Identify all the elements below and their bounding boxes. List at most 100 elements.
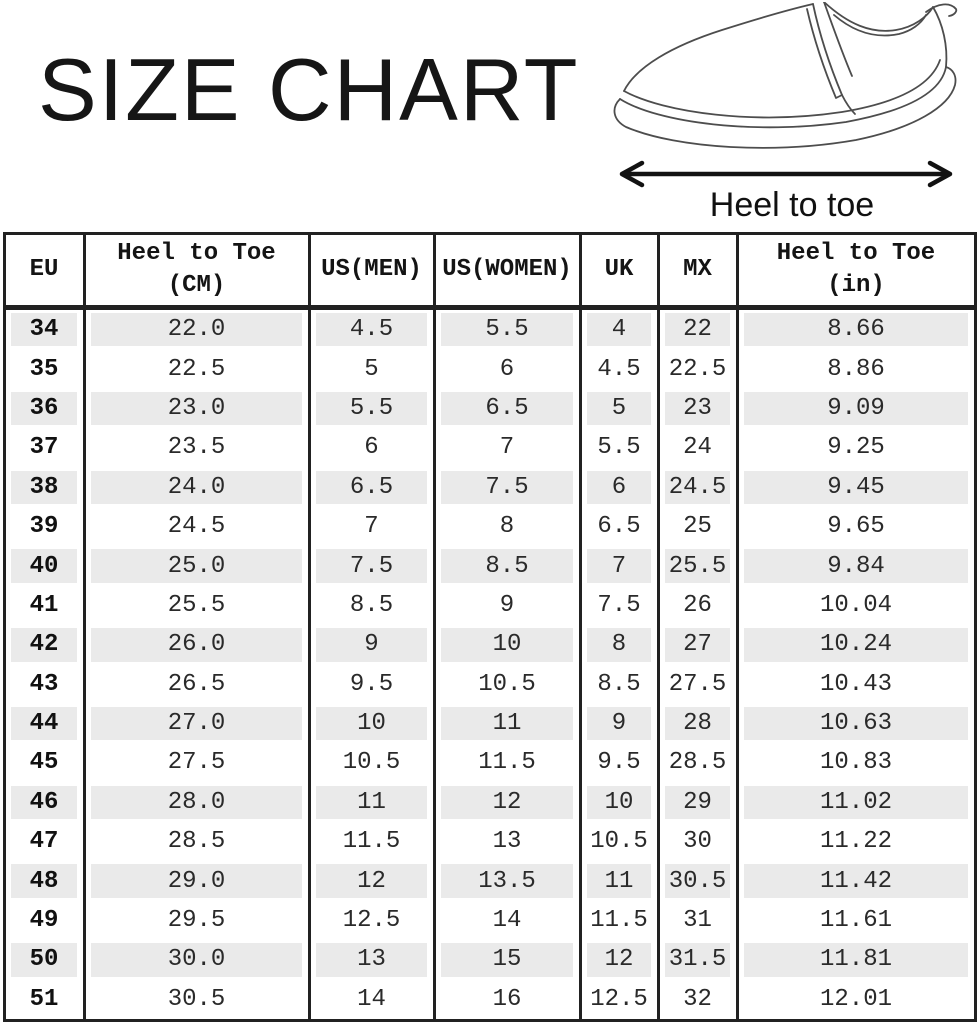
size-value-cell: 9.25 <box>735 428 977 468</box>
eu-size-cell: 34 <box>2 307 86 350</box>
size-value-cell: 8 <box>432 506 582 547</box>
size-value-cell: 12.01 <box>735 979 977 1021</box>
shoe-figure: Heel to toe <box>606 2 962 225</box>
size-value-cell: 4 <box>578 307 660 350</box>
size-value-cell: 11.5 <box>578 900 660 941</box>
size-value-cell: 10 <box>307 703 436 744</box>
table-row: 40 25.0 7.5 8.5 7 25.5 9.84 <box>2 546 977 586</box>
size-value-cell: 26.5 <box>82 664 311 704</box>
size-value-cell: 6 <box>307 428 436 468</box>
table-row: 38 24.0 6.5 7.5 6 24.5 9.45 <box>2 467 977 507</box>
size-value-cell: 11.81 <box>735 940 977 980</box>
size-value-cell: 8.5 <box>578 664 660 704</box>
header-line1: Heel to Toe <box>117 239 276 267</box>
table-row: 37 23.5 6 7 5.5 24 9.25 <box>2 428 977 468</box>
eu-size-cell: 51 <box>2 979 86 1021</box>
size-value-cell: 26 <box>656 585 739 626</box>
size-value-cell: 10.63 <box>735 703 977 744</box>
table-row: 41 25.5 8.5 9 7.5 26 10.04 <box>2 585 977 626</box>
size-value-cell: 15 <box>432 940 582 980</box>
column-header-eu: EU <box>2 232 86 310</box>
size-value-cell: 14 <box>432 900 582 941</box>
size-value-cell: 25.5 <box>656 546 739 586</box>
size-value-cell: 7.5 <box>307 546 436 586</box>
table-row: 39 24.5 7 8 6.5 25 9.65 <box>2 506 977 547</box>
size-value-cell: 32 <box>656 979 739 1021</box>
size-value-cell: 5 <box>578 388 660 429</box>
size-value-cell: 11 <box>307 782 436 823</box>
size-value-cell: 8 <box>578 625 660 665</box>
header-row: EU Heel to Toe (CM) US(MEN) US(WOMEN) UK MX Hee… <box>2 232 977 310</box>
eu-size-cell: 39 <box>2 506 86 547</box>
size-value-cell: 8.86 <box>735 349 977 389</box>
eu-size-cell: 49 <box>2 900 86 941</box>
size-value-cell: 6 <box>432 349 582 389</box>
eu-size-cell: 36 <box>2 388 86 429</box>
size-value-cell: 5.5 <box>578 428 660 468</box>
size-value-cell: 11.42 <box>735 861 977 901</box>
size-value-cell: 12 <box>307 861 436 901</box>
size-value-cell: 13.5 <box>432 861 582 901</box>
size-value-cell: 12 <box>432 782 582 823</box>
size-value-cell: 10.5 <box>307 743 436 783</box>
size-value-cell: 9 <box>432 585 582 626</box>
table-header: EU Heel to Toe (CM) US(MEN) US(WOMEN) UK MX Hee… <box>2 232 977 310</box>
page-title: SIZE CHART <box>38 40 580 139</box>
size-value-cell: 29 <box>656 782 739 823</box>
size-value-cell: 5.5 <box>432 307 582 350</box>
size-value-cell: 7 <box>578 546 660 586</box>
size-value-cell: 11.5 <box>432 743 582 783</box>
size-value-cell: 6.5 <box>307 467 436 507</box>
size-value-cell: 23.5 <box>82 428 311 468</box>
size-value-cell: 7.5 <box>432 467 582 507</box>
eu-size-cell: 43 <box>2 664 86 704</box>
size-value-cell: 11.61 <box>735 900 977 941</box>
size-value-cell: 10.24 <box>735 625 977 665</box>
table-row: 50 30.0 13 15 12 31.5 11.81 <box>2 940 977 980</box>
size-value-cell: 5.5 <box>307 388 436 429</box>
eu-size-cell: 42 <box>2 625 86 665</box>
heel-to-toe-arrow-icon <box>619 160 953 188</box>
size-value-cell: 26.0 <box>82 625 311 665</box>
size-value-cell: 7.5 <box>578 585 660 626</box>
size-value-cell: 9.65 <box>735 506 977 547</box>
size-value-cell: 25.5 <box>82 585 311 626</box>
table-row: 48 29.0 12 13.5 11 30.5 11.42 <box>2 861 977 901</box>
size-value-cell: 9 <box>578 703 660 744</box>
eu-size-cell: 35 <box>2 349 86 389</box>
size-value-cell: 9.5 <box>578 743 660 783</box>
size-value-cell: 11 <box>578 861 660 901</box>
eu-size-cell: 45 <box>2 743 86 783</box>
size-value-cell: 28.5 <box>82 822 311 862</box>
header-line1: UK <box>604 255 634 283</box>
size-value-cell: 8.5 <box>307 585 436 626</box>
eu-size-cell: 38 <box>2 467 86 507</box>
size-value-cell: 6.5 <box>432 388 582 429</box>
size-value-cell: 10.5 <box>578 822 660 862</box>
table-row: 46 28.0 11 12 10 29 11.02 <box>2 782 977 823</box>
size-value-cell: 24.0 <box>82 467 311 507</box>
size-value-cell: 14 <box>307 979 436 1021</box>
size-value-cell: 10.83 <box>735 743 977 783</box>
eu-size-cell: 37 <box>2 428 86 468</box>
size-value-cell: 31 <box>656 900 739 941</box>
table-row: 51 30.5 14 16 12.5 32 12.01 <box>2 979 977 1021</box>
size-value-cell: 22.0 <box>82 307 311 350</box>
header-line1: EU <box>29 255 59 283</box>
size-value-cell: 7 <box>432 428 582 468</box>
header-line1: US(WOMEN) <box>442 255 572 283</box>
size-value-cell: 13 <box>432 822 582 862</box>
header-line1: MX <box>683 255 712 283</box>
eu-size-cell: 44 <box>2 703 86 744</box>
size-value-cell: 30.5 <box>656 861 739 901</box>
size-value-cell: 12 <box>578 940 660 980</box>
size-value-cell: 12.5 <box>307 900 436 941</box>
column-header-heel-to-toe: Heel to Toe (in) <box>735 232 977 310</box>
table-row: 42 26.0 9 10 8 27 10.24 <box>2 625 977 665</box>
header-line1: US(MEN) <box>321 255 422 283</box>
size-value-cell: 27.5 <box>656 664 739 704</box>
size-value-cell: 30.5 <box>82 979 311 1021</box>
table-body: 34 22.0 4.5 5.5 4 22 8.66 35 22.5 5 6 4.5 22.5 8.86 36… <box>2 307 977 1021</box>
heel-to-toe-label: Heel to toe <box>709 186 875 224</box>
table-row: 47 28.5 11.5 13 10.5 30 11.22 <box>2 822 977 862</box>
